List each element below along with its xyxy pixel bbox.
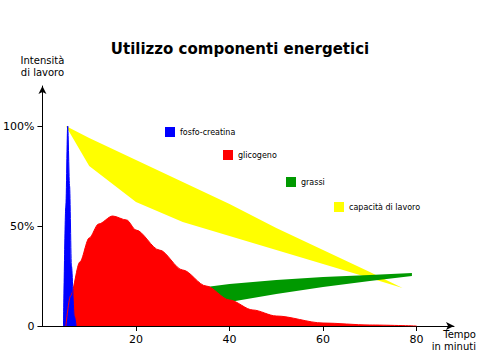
svg-text:80: 80	[410, 333, 424, 346]
svg-text:Intensità: Intensità	[21, 55, 65, 66]
svg-text:glicogeno: glicogeno	[238, 151, 277, 160]
svg-text:grassi: grassi	[301, 178, 325, 187]
svg-text:50%: 50%	[10, 220, 34, 233]
svg-text:20: 20	[129, 333, 143, 346]
svg-text:fosfo-creatina: fosfo-creatina	[180, 128, 235, 137]
svg-text:Tempo: Tempo	[442, 329, 476, 340]
svg-text:capacità di lavoro: capacità di lavoro	[349, 203, 420, 212]
svg-text:40: 40	[223, 333, 237, 346]
svg-text:100%: 100%	[3, 120, 34, 133]
svg-text:di lavoro: di lavoro	[21, 67, 64, 78]
svg-text:0: 0	[27, 320, 34, 333]
svg-text:Utilizzo componenti energetici: Utilizzo componenti energetici	[111, 40, 369, 58]
svg-text:in minuti: in minuti	[432, 341, 476, 352]
svg-text:60: 60	[316, 333, 330, 346]
